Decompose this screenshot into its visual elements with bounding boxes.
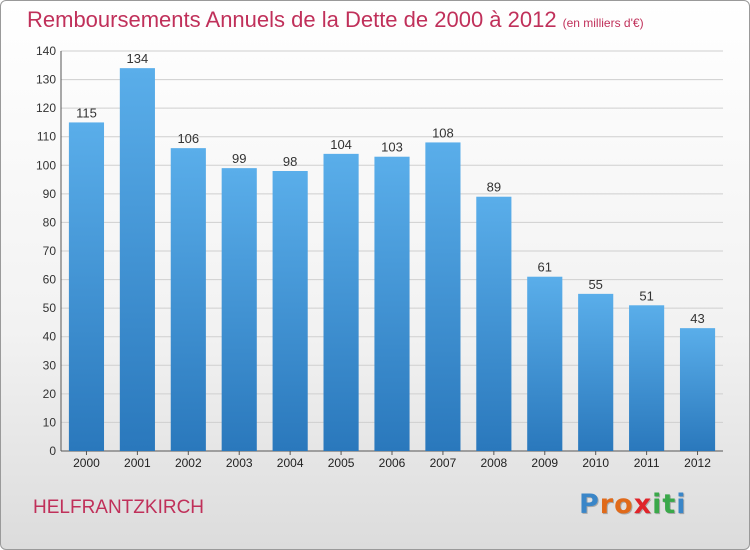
logo-letter: i bbox=[652, 489, 663, 520]
chart-title: Remboursements Annuels de la Dette de 20… bbox=[27, 7, 644, 33]
chart-subtitle: (en milliers d'€) bbox=[562, 16, 644, 30]
bar-2003 bbox=[221, 168, 257, 451]
y-tick-label: 80 bbox=[43, 215, 57, 229]
value-label: 61 bbox=[538, 260, 552, 275]
bar-2004 bbox=[272, 171, 308, 451]
town-name: HELFRANTZKIRCH bbox=[33, 497, 205, 518]
value-label: 51 bbox=[639, 288, 653, 303]
bars bbox=[68, 68, 716, 452]
bar-2007 bbox=[425, 142, 461, 451]
x-tick-label: 2000 bbox=[73, 456, 100, 470]
value-labels: 115 134 106 99 98 104 103 108 89 61 55 51 43 bbox=[76, 51, 705, 326]
x-tick-label: 2005 bbox=[328, 456, 355, 470]
bar-2005 bbox=[323, 153, 359, 451]
value-label: 134 bbox=[127, 51, 149, 66]
proxiti-logo: Proxiti bbox=[579, 489, 687, 520]
bar-2001 bbox=[119, 68, 155, 452]
logo-letter: o bbox=[614, 489, 634, 520]
x-tick-label: 2009 bbox=[531, 456, 558, 470]
x-tick-label: 2001 bbox=[124, 456, 151, 470]
bar-2012 bbox=[679, 328, 716, 451]
value-label: 115 bbox=[76, 105, 97, 120]
x-tick-label: 2007 bbox=[430, 456, 457, 470]
y-tick-label: 60 bbox=[43, 273, 57, 287]
value-label: 104 bbox=[330, 137, 352, 152]
logo-letter: t bbox=[662, 489, 677, 520]
x-tick-label: 2002 bbox=[175, 456, 202, 470]
bar-2011 bbox=[629, 305, 665, 451]
logo-letter: r bbox=[599, 489, 615, 520]
y-tick-label: 0 bbox=[49, 444, 56, 458]
y-tick-label: 140 bbox=[36, 44, 56, 58]
x-tick-label: 2008 bbox=[480, 456, 507, 470]
x-tick-labels: 2000 2001 2002 2003 2004 2005 2006 2007 2008 2009… bbox=[73, 456, 711, 470]
value-label: 55 bbox=[588, 277, 602, 292]
y-tick-label: 20 bbox=[43, 387, 57, 401]
y-tick-label: 40 bbox=[43, 330, 57, 344]
y-tick-label: 90 bbox=[43, 187, 57, 201]
value-label: 103 bbox=[381, 140, 403, 155]
value-label: 108 bbox=[432, 125, 454, 140]
chart-title-text: Remboursements Annuels de la Dette de 20… bbox=[27, 7, 557, 32]
x-tick-label: 2003 bbox=[226, 456, 253, 470]
x-tick-label: 2011 bbox=[634, 456, 660, 470]
x-tick-label: 2012 bbox=[684, 456, 711, 470]
value-label: 98 bbox=[283, 154, 297, 169]
bar-2010 bbox=[578, 293, 614, 451]
value-label: 43 bbox=[690, 311, 704, 326]
y-tick-label: 50 bbox=[43, 301, 57, 315]
value-label: 89 bbox=[487, 180, 501, 195]
y-tick-label: 110 bbox=[37, 130, 56, 144]
y-tick-label: 120 bbox=[36, 101, 56, 115]
x-tick-label: 2004 bbox=[277, 456, 304, 470]
y-tick-label: 130 bbox=[36, 73, 56, 87]
y-tick-label: 30 bbox=[43, 358, 57, 372]
bar-2008 bbox=[476, 196, 512, 451]
logo-letter: i bbox=[676, 489, 687, 520]
bar-2009 bbox=[527, 276, 563, 451]
x-tick-label: 2006 bbox=[379, 456, 406, 470]
bar-2006 bbox=[374, 156, 410, 451]
logo-letter: P bbox=[579, 489, 600, 520]
y-tick-label: 10 bbox=[43, 415, 57, 429]
x-tick-label: 2010 bbox=[582, 456, 609, 470]
y-tick-label: 100 bbox=[36, 158, 56, 172]
logo-letter: x bbox=[633, 489, 653, 520]
bar-2002 bbox=[170, 148, 206, 451]
value-label: 99 bbox=[232, 151, 246, 166]
bar-2000 bbox=[68, 122, 105, 451]
y-tick-labels: 0 10 20 30 40 50 60 70 80 90 100 110 120 130 140 bbox=[36, 44, 56, 458]
y-tick-label: 70 bbox=[43, 244, 57, 258]
value-label: 106 bbox=[177, 131, 199, 146]
